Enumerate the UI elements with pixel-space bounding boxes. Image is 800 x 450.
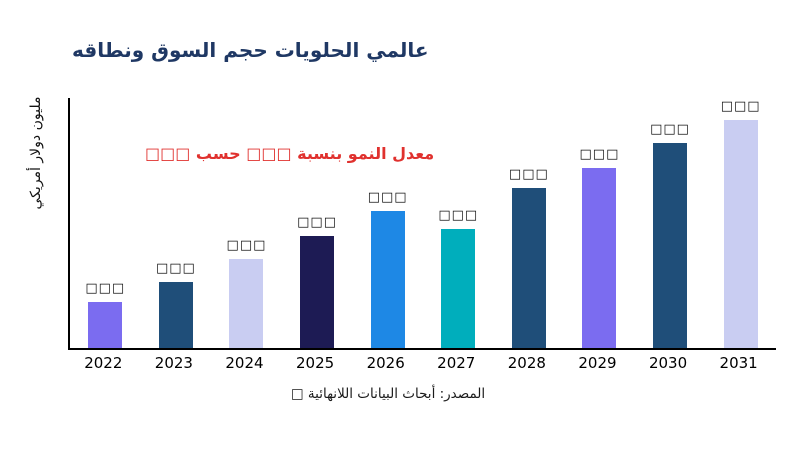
chart-title: عالمي الحلويات حجم السوق ونطاقه xyxy=(72,38,429,62)
bar-value-label: □□□ xyxy=(720,99,761,114)
x-tick-label-2023: 2023 xyxy=(154,354,193,372)
bar-2030 xyxy=(653,143,688,348)
bar-value-label: □□□ xyxy=(650,122,690,137)
bar-slot-2031: □□□ xyxy=(705,98,776,348)
x-tick-label-2027: 2027 xyxy=(437,354,476,372)
bar-value-label: □□□ xyxy=(367,190,408,205)
bar-value-label: □□□ xyxy=(508,167,549,182)
plot-area: □□□ □□□ □□□ □□□ □□□ □□□ □□□ □□□ □□□ □□□ xyxy=(68,98,776,350)
bar-2025 xyxy=(300,236,335,348)
y-axis-label: مليون دولار أمريكي xyxy=(28,96,44,210)
bar-2028 xyxy=(511,188,546,348)
bar-2027 xyxy=(441,229,476,348)
bar-2026 xyxy=(370,211,405,348)
bar-value-label: □□□ xyxy=(85,281,126,296)
bar-2022 xyxy=(88,302,123,348)
x-tick-label-2025: 2025 xyxy=(295,354,335,372)
bar-slot-2030: □□□ xyxy=(635,98,706,348)
x-tick-label-2029: 2029 xyxy=(578,354,617,372)
source-note: المصدر: أبحاث البيانات اللانهائية □ xyxy=(290,386,486,402)
bar-slot-2025: □□□ xyxy=(282,98,353,348)
bar-slot-2022: □□□ xyxy=(70,98,141,348)
bar-slot-2024: □□□ xyxy=(211,98,282,348)
bar-slot-2028: □□□ xyxy=(494,98,565,348)
bar-slot-2026: □□□ xyxy=(352,98,423,348)
bar-slot-2027: □□□ xyxy=(423,98,494,348)
x-tick-label-2022: 2022 xyxy=(84,354,123,372)
bar-value-label: □□□ xyxy=(297,215,337,230)
x-tick-label-2024: 2024 xyxy=(225,354,264,372)
bar-2031 xyxy=(723,120,758,348)
bars-container: □□□ □□□ □□□ □□□ □□□ □□□ □□□ □□□ □□□ □□□ xyxy=(70,98,776,348)
bar-value-label: □□□ xyxy=(438,208,479,223)
bar-slot-2023: □□□ xyxy=(141,98,212,348)
x-tick-label-2030: 2030 xyxy=(648,354,688,372)
x-tick-label-2026: 2026 xyxy=(366,354,405,372)
bar-2024 xyxy=(229,259,264,348)
bar-value-label: □□□ xyxy=(226,238,267,253)
bar-2023 xyxy=(158,282,193,348)
growth-annotation: معدل النمو بنسبة □□□ حسب □□□ xyxy=(145,144,435,163)
bar-slot-2029: □□□ xyxy=(564,98,635,348)
x-axis-labels: 2022 2023 2024 2025 2026 2027 2028 2029 2030 2031 xyxy=(68,354,774,372)
x-tick-label-2028: 2028 xyxy=(507,354,546,372)
bar-value-label: □□□ xyxy=(155,261,196,276)
bar-value-label: □□□ xyxy=(579,147,620,162)
bar-2029 xyxy=(582,168,617,348)
x-tick-label-2031: 2031 xyxy=(719,354,758,372)
